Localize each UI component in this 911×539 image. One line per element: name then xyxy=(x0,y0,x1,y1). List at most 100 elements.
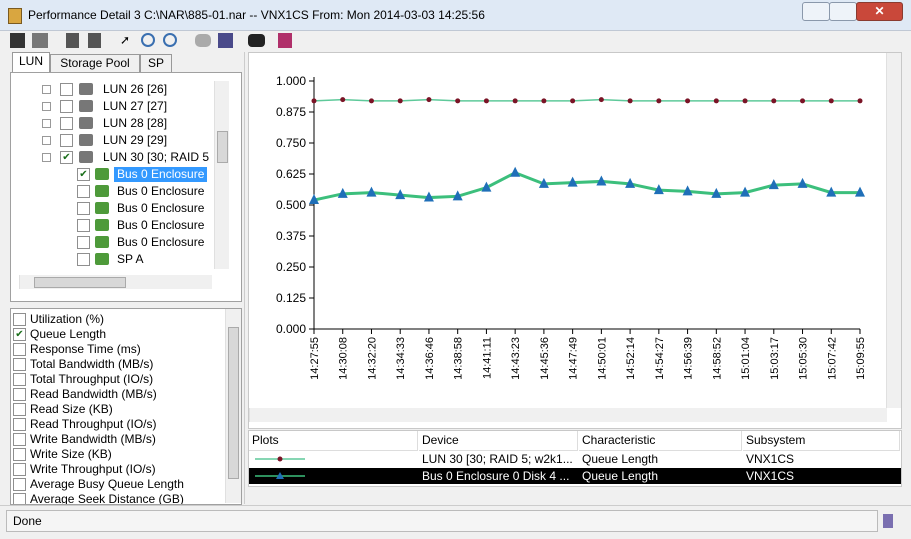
data-point xyxy=(366,186,377,197)
metric-item[interactable]: Response Time (ms) xyxy=(30,342,141,356)
clipboard-icon[interactable] xyxy=(66,33,79,48)
tab[interactable]: Storage Pool xyxy=(50,54,140,73)
tree-item[interactable]: Bus 0 Enclosure xyxy=(117,235,205,249)
checkbox[interactable] xyxy=(60,134,73,147)
metric-item[interactable]: Total Throughput (IO/s) xyxy=(30,372,154,386)
data-point xyxy=(627,98,633,104)
metric-item[interactable]: Utilization (%) xyxy=(30,312,105,326)
scroll-thumb[interactable] xyxy=(228,327,239,479)
tree-item[interactable]: Bus 0 Enclosure xyxy=(117,218,205,232)
chart-vscroll[interactable] xyxy=(886,53,901,408)
checkbox[interactable] xyxy=(13,493,26,504)
minimize-button[interactable] xyxy=(802,2,830,21)
tree-hscroll[interactable] xyxy=(19,275,212,289)
print-icon[interactable] xyxy=(32,33,48,48)
metrics-vscroll[interactable] xyxy=(225,309,241,503)
book-icon[interactable] xyxy=(278,33,292,48)
checkbox[interactable] xyxy=(13,448,26,461)
checkbox[interactable] xyxy=(60,100,73,113)
splitter[interactable] xyxy=(244,52,249,504)
expander[interactable] xyxy=(42,153,51,162)
metric-item[interactable]: Read Throughput (IO/s) xyxy=(30,417,157,431)
table-row[interactable]: Bus 0 Enclosure 0 Disk 4 ... Queue Length… xyxy=(249,468,901,484)
tree-item[interactable]: LUN 30 [30; RAID 5 xyxy=(103,150,210,164)
grid-icon[interactable] xyxy=(218,33,233,48)
checkbox[interactable] xyxy=(77,236,90,249)
checkbox[interactable] xyxy=(13,403,26,416)
checkbox[interactable] xyxy=(13,313,26,326)
metric-item[interactable]: Queue Length xyxy=(30,327,107,341)
checkbox[interactable] xyxy=(77,185,90,198)
series-line xyxy=(313,98,860,102)
scroll-thumb[interactable] xyxy=(217,131,228,163)
data-point xyxy=(826,186,837,197)
y-tick-label: 0.375 xyxy=(276,229,306,243)
checkbox[interactable]: ✔ xyxy=(13,328,26,341)
data-point xyxy=(625,177,636,188)
expander[interactable] xyxy=(42,85,51,94)
expander[interactable] xyxy=(42,119,51,128)
tree-item[interactable]: Bus 0 Enclosure xyxy=(114,167,208,182)
item-icon xyxy=(95,185,109,197)
status-text: Done xyxy=(13,514,42,528)
maximize-button[interactable] xyxy=(829,2,857,21)
x-tick-label: 14:50:01 xyxy=(596,337,608,380)
checkbox[interactable] xyxy=(13,478,26,491)
checkbox[interactable] xyxy=(77,219,90,232)
metric-item[interactable]: Average Busy Queue Length xyxy=(30,477,184,491)
zoom-out-icon[interactable] xyxy=(163,33,177,47)
x-tick-label: 14:54:27 xyxy=(654,337,666,380)
metric-item[interactable]: Write Bandwidth (MB/s) xyxy=(30,432,156,446)
clipboard2-icon[interactable] xyxy=(88,33,101,48)
metric-item[interactable]: Read Bandwidth (MB/s) xyxy=(30,387,157,401)
checkbox[interactable]: ✔ xyxy=(77,168,90,181)
checkbox[interactable] xyxy=(13,358,26,371)
tree-item[interactable]: LUN 26 [26] xyxy=(103,82,168,96)
item-icon xyxy=(95,168,109,180)
checkbox[interactable] xyxy=(13,343,26,356)
tree-vscroll[interactable] xyxy=(214,81,229,269)
checkbox[interactable] xyxy=(13,373,26,386)
tab[interactable]: SP xyxy=(140,54,172,73)
data-point xyxy=(713,98,719,104)
table-row[interactable]: LUN 30 [30; RAID 5; w2k1... Queue Length V… xyxy=(249,451,901,467)
checkbox[interactable] xyxy=(13,433,26,446)
x-tick-label: 14:47:49 xyxy=(568,337,580,380)
checkbox[interactable]: ✔ xyxy=(60,151,73,164)
metric-item[interactable]: Average Seek Distance (GB) xyxy=(30,492,184,504)
tab[interactable]: LUN xyxy=(12,52,50,73)
metric-item[interactable]: Write Size (KB) xyxy=(30,447,112,461)
checkbox[interactable] xyxy=(77,202,90,215)
save-icon[interactable] xyxy=(10,33,25,48)
zoom-in-icon[interactable] xyxy=(141,33,155,47)
close-button[interactable]: ✕ xyxy=(856,2,903,21)
tree-item[interactable]: LUN 27 [27] xyxy=(103,99,168,113)
tree-item[interactable]: LUN 29 [29] xyxy=(103,133,168,147)
data-point xyxy=(397,98,403,104)
metric-item[interactable]: Total Bandwidth (MB/s) xyxy=(30,357,154,371)
data-point xyxy=(483,98,489,104)
binoculars-icon[interactable] xyxy=(248,34,265,47)
x-tick-label: 14:41:11 xyxy=(481,337,493,379)
checkbox[interactable] xyxy=(13,463,26,476)
checkbox[interactable] xyxy=(13,388,26,401)
expander[interactable] xyxy=(42,136,51,145)
checkbox[interactable] xyxy=(60,83,73,96)
metric-item[interactable]: Read Size (KB) xyxy=(30,402,113,416)
x-tick-label: 14:45:36 xyxy=(539,337,551,380)
tree-item[interactable]: Bus 0 Enclosure xyxy=(117,184,205,198)
scroll-thumb[interactable] xyxy=(34,277,126,288)
disk-icon[interactable] xyxy=(195,34,211,47)
tree-item[interactable]: Bus 0 Enclosure xyxy=(117,201,205,215)
checkbox[interactable] xyxy=(60,117,73,130)
metrics-panel: Utilization (%) ✔ Queue Length Response Tim… xyxy=(10,308,242,505)
pointer-icon[interactable]: ➚ xyxy=(120,33,131,47)
tree-item[interactable]: LUN 28 [28] xyxy=(103,116,168,130)
tree-item[interactable]: SP A xyxy=(117,252,144,266)
data-point xyxy=(656,98,662,104)
chart-hscroll[interactable] xyxy=(249,408,887,422)
expander[interactable] xyxy=(42,102,51,111)
checkbox[interactable] xyxy=(77,253,90,266)
metric-item[interactable]: Write Throughput (IO/s) xyxy=(30,462,156,476)
checkbox[interactable] xyxy=(13,418,26,431)
